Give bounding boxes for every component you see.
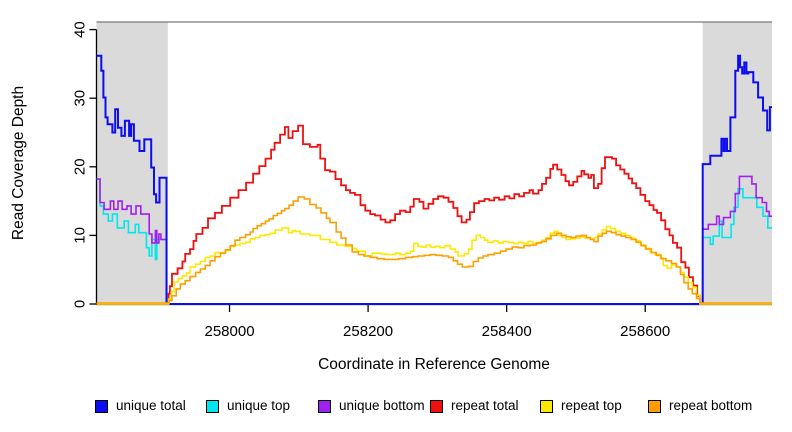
x-tick-label: 258000 xyxy=(204,323,254,340)
series-unique-bottom xyxy=(96,175,772,305)
y-tick-label: 0 xyxy=(72,300,89,308)
x-tick-label: 258600 xyxy=(620,323,670,340)
legend-item-unique-total: unique total xyxy=(95,398,186,414)
legend-swatch-unique-bottom xyxy=(318,399,331,413)
y-tick-label: 10 xyxy=(72,227,89,244)
y-axis-title: Read Coverage Depth xyxy=(10,85,27,241)
y-tick-label: 20 xyxy=(72,158,89,175)
x-tick-label: 258400 xyxy=(482,323,532,340)
legend-label: unique top xyxy=(227,398,291,413)
series-repeat-total xyxy=(96,124,772,305)
x-tick-label: 258200 xyxy=(343,323,393,340)
legend-label: unique total xyxy=(116,398,186,413)
series-unique-top xyxy=(96,178,772,305)
legend-swatch-repeat-total xyxy=(430,399,443,413)
legend-label: repeat top xyxy=(561,398,622,413)
legend-swatch-repeat-bottom xyxy=(648,399,661,413)
series-repeat-bottom xyxy=(96,196,772,304)
legend-swatch-repeat-top xyxy=(540,399,553,413)
legend-item-repeat-top: repeat top xyxy=(540,398,622,414)
legend-item-repeat-total: repeat total xyxy=(430,398,519,414)
y-tick-label: 40 xyxy=(72,21,89,38)
legend-label: repeat total xyxy=(451,398,519,413)
legend-item-unique-bottom: unique bottom xyxy=(318,398,425,414)
legend-label: repeat bottom xyxy=(669,398,753,413)
legend-item-repeat-bottom: repeat bottom xyxy=(648,398,752,414)
legend-item-unique-top: unique top xyxy=(206,398,290,414)
legend-swatch-unique-top xyxy=(206,399,219,413)
y-tick-label: 30 xyxy=(72,90,89,107)
series-unique-total xyxy=(96,54,772,305)
legend: unique total unique top unique bottom repea… xyxy=(0,398,792,418)
legend-swatch-unique-total xyxy=(95,399,108,413)
legend-label: unique bottom xyxy=(339,398,425,413)
x-axis-title: Coordinate in Reference Genome xyxy=(318,356,550,373)
series-repeat-top xyxy=(96,225,772,305)
repeat-region-shading xyxy=(96,22,168,304)
